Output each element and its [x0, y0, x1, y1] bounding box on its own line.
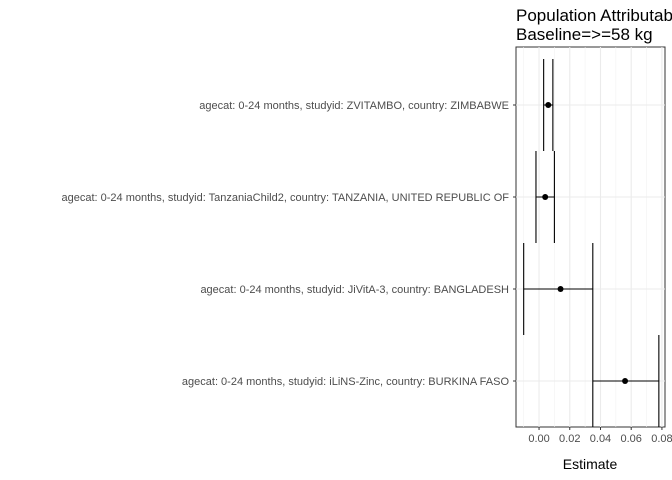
x-axis-title: Estimate: [563, 456, 618, 472]
estimate-point: [557, 286, 564, 292]
estimate-point: [545, 102, 552, 108]
estimate-point: [622, 378, 629, 384]
category-label: agecat: 0-24 months, studyid: JiVitA-3, …: [200, 284, 509, 296]
x-tick-label: 0.02: [559, 433, 580, 445]
category-labels: agecat: 0-24 months, studyid: ZVITAMBO, …: [61, 100, 516, 388]
chart-title-line-1: Population Attributable Fraction: [516, 6, 672, 25]
category-label: agecat: 0-24 months, studyid: TanzaniaCh…: [61, 192, 509, 204]
x-axis-ticks: 0.00 0.02 0.04 0.06 0.08: [528, 427, 672, 445]
category-label: agecat: 0-24 months, studyid: iLiNS-Zinc…: [182, 376, 510, 388]
category-label: agecat: 0-24 months, studyid: ZVITAMBO, …: [199, 100, 509, 112]
estimate-point: [542, 194, 549, 200]
chart-title-line-2: Baseline=>=58 kg: [516, 25, 653, 44]
x-tick-label: 0.00: [528, 433, 549, 445]
x-tick-label: 0.04: [590, 433, 611, 445]
chart-marks: [523, 59, 660, 427]
plot-panel: [515, 46, 666, 428]
x-tick-label: 0.08: [651, 433, 672, 445]
x-tick-label: 0.06: [620, 433, 641, 445]
